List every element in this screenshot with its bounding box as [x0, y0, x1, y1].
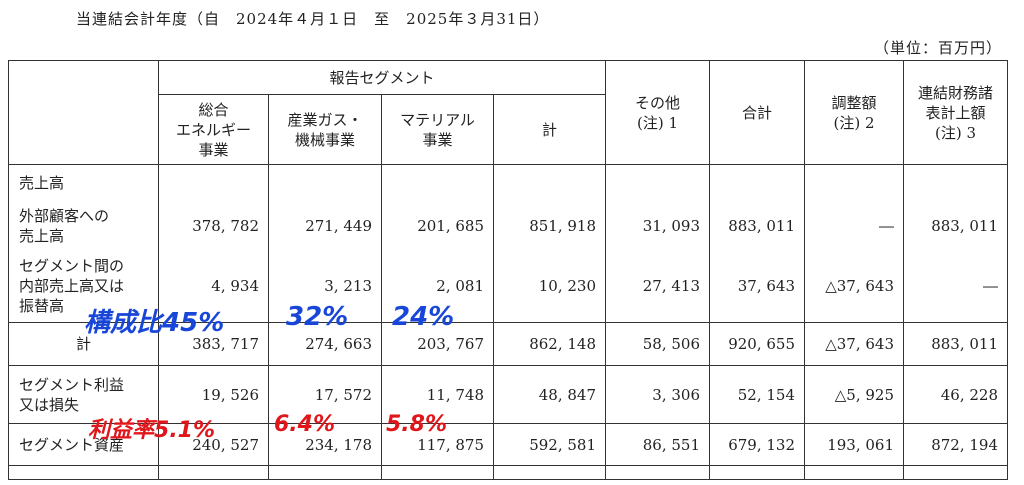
unit-caption: （単位：百万円） — [873, 39, 1002, 57]
margin-annotation-material: 5.8% — [386, 412, 448, 437]
table-cell: 37, 643 — [709, 250, 806, 323]
table-cell: 2, 081 — [381, 250, 494, 323]
table-cell: △37, 643 — [804, 322, 905, 366]
table-cell: 48, 847 — [492, 365, 607, 424]
table-cell: 679, 132 — [709, 423, 806, 466]
table-cell: 58, 506 — [605, 322, 711, 366]
table-cell: 27, 413 — [605, 250, 711, 323]
table-cell: 201, 685 — [381, 200, 494, 251]
table-cell: 203, 767 — [381, 322, 494, 366]
other-header: その他 (注) 1 — [605, 60, 711, 165]
table-cell: 31, 093 — [605, 200, 711, 251]
period-caption: 当連結会計年度（自 2024年４月１日 至 2025年３月31日） — [76, 10, 550, 28]
gas-header: 産業ガス・ 機械事業 — [268, 94, 382, 165]
table-cell: 17, 572 — [268, 365, 382, 424]
corner-cell — [8, 60, 159, 165]
segment-assets-label: セグメント資産 — [8, 423, 159, 466]
energy-header: 総合 エネルギー 事業 — [158, 94, 269, 165]
segment-table: 報告セグメント その他 (注) 1 合計 調整額 (注) 2 連結財務諸 表計上額 (注… — [8, 60, 1009, 480]
table-cell: △5, 925 — [804, 365, 905, 424]
table-cell: 3, 306 — [605, 365, 711, 424]
table-cell: 883, 011 — [903, 322, 1009, 366]
margin-annotation-gas: 6.4% — [274, 412, 336, 437]
table-cell: 193, 061 — [804, 423, 905, 466]
table-cell: 920, 655 — [709, 322, 806, 366]
table-cell: 52, 154 — [709, 365, 806, 424]
table-cell: 10, 230 — [492, 250, 607, 323]
table-cell: 383, 717 — [158, 322, 269, 366]
total-header: 合計 — [709, 60, 806, 165]
table-cell: 883, 011 — [709, 200, 806, 251]
table-cell: 117, 875 — [381, 423, 494, 466]
external-sales-label: 外部顧客への 売上高 — [8, 200, 159, 251]
table-cell: 883, 011 — [903, 200, 1009, 251]
subtotal-header: 計 — [492, 94, 607, 165]
table-cell: 46, 228 — [903, 365, 1009, 424]
table-cell: 19, 526 — [158, 365, 269, 424]
table-cell: 271, 449 — [268, 200, 382, 251]
consolidated-header: 連結財務諸 表計上額 (注) 3 — [903, 60, 1009, 165]
table-cell: 592, 581 — [492, 423, 607, 466]
table-cell: 86, 551 — [605, 423, 711, 466]
share-annotation-energy: 構成比45% — [84, 308, 225, 338]
table-cell: 240, 527 — [158, 423, 269, 466]
table-cell: 378, 782 — [158, 200, 269, 251]
adjustment-header: 調整額 (注) 2 — [804, 60, 905, 165]
margin-annotation-energy: 利益率5.1% — [88, 418, 216, 443]
material-header: マテリアル 事業 — [381, 94, 494, 165]
table-cell: ― — [804, 200, 905, 251]
reported-segments-header: 報告セグメント — [157, 60, 607, 95]
table-cell: △37, 643 — [804, 250, 905, 323]
share-annotation-material: 24% — [392, 302, 455, 332]
segment-profit-label: セグメント利益 又は損失 — [8, 365, 159, 424]
intersegment-label: セグメント間の 内部売上高又は 振替高 — [8, 250, 159, 323]
table-cell: 872, 194 — [903, 423, 1009, 466]
sales-heading: 売上高 — [8, 164, 159, 201]
table-cell: ― — [903, 250, 1009, 323]
share-annotation-gas: 32% — [286, 302, 349, 332]
table-cell: 851, 918 — [492, 200, 607, 251]
table-cell: 862, 148 — [492, 322, 607, 366]
